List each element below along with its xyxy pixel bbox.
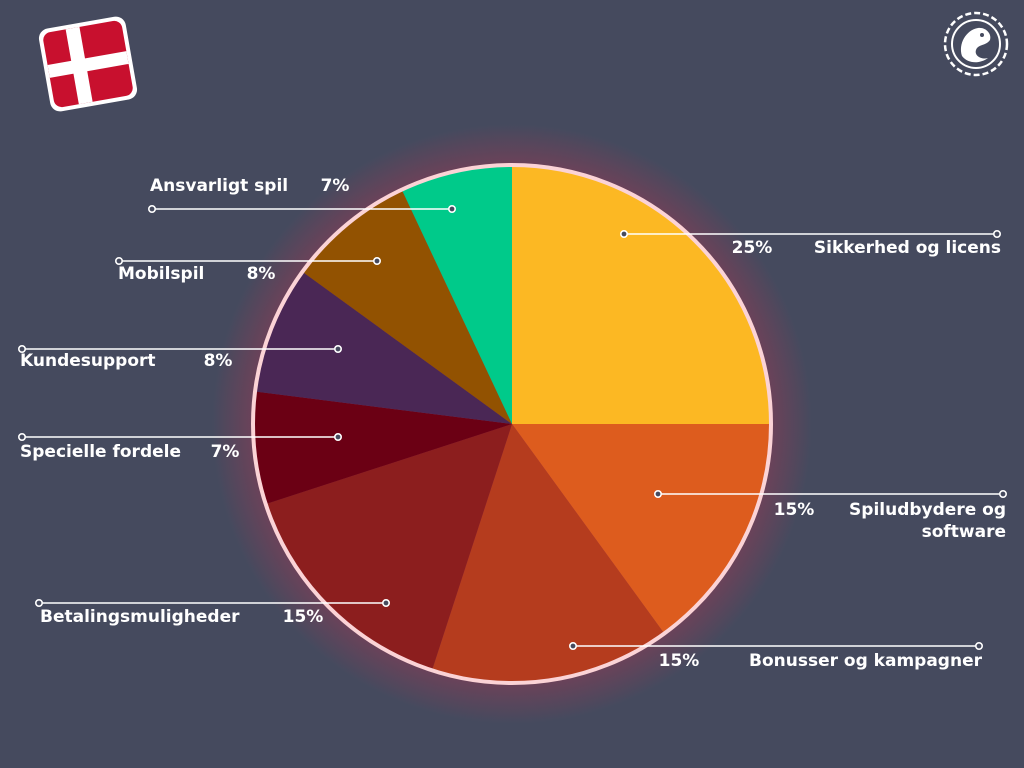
leader-dot	[34, 598, 43, 607]
pie-slice-spiludbydere-og-software	[512, 424, 770, 633]
slice-value-label: 15%	[659, 651, 700, 671]
leader-dot	[372, 256, 381, 265]
slice-value-label: 15%	[283, 607, 324, 627]
slice-value-label: 7%	[321, 176, 350, 196]
leader-dot	[992, 230, 1001, 239]
pie-slice-bonusser-og-kampagner	[432, 424, 664, 682]
pie-slice-sikkerhed-og-licens	[512, 166, 770, 424]
slice-category-label: Spiludbydere og software	[849, 500, 1006, 542]
pie-slice-kundesupport	[256, 272, 512, 424]
leader-dot	[974, 641, 983, 650]
pie-slice-mobilspil	[303, 190, 512, 424]
denmark-flag-icon	[38, 16, 138, 112]
slice-value-label: 7%	[211, 442, 240, 462]
leader-dot	[653, 489, 662, 498]
slice-value-label: 25%	[732, 238, 773, 258]
pie-slice-specielle-fordele	[254, 391, 512, 504]
slice-category-label: Betalingsmuligheder	[40, 607, 240, 627]
leader-dot	[998, 489, 1007, 498]
slice-category-label: Bonusser og kampagner	[749, 651, 983, 671]
leader-dot	[333, 432, 342, 441]
pie-slice-betalingsmuligheder	[266, 424, 512, 670]
slice-category-label: Mobilspil	[118, 264, 204, 284]
leader-dot	[619, 230, 628, 239]
slice-category-label: Kundesupport	[20, 351, 156, 371]
leader-dot	[17, 344, 26, 353]
leader-dot	[333, 344, 342, 353]
leader-dot	[115, 256, 124, 265]
slice-category-label: Ansvarligt spil	[150, 176, 288, 196]
slice-value-label: 8%	[247, 264, 276, 284]
pie-border	[251, 163, 773, 685]
slice-category-label: Specielle fordele	[20, 442, 181, 462]
pie-slice-ansvarligt-spil	[402, 166, 512, 424]
slice-value-label: 8%	[204, 351, 233, 371]
leader-dot	[381, 598, 390, 607]
leader-dot	[568, 641, 577, 650]
leader-dot	[17, 432, 26, 441]
slice-value-label: 15%	[774, 500, 815, 520]
leader-dot	[447, 205, 456, 214]
dragon-logo-icon	[943, 11, 1009, 77]
slice-category-label: Sikkerhed og licens	[814, 238, 1001, 258]
leader-dot	[148, 205, 157, 214]
